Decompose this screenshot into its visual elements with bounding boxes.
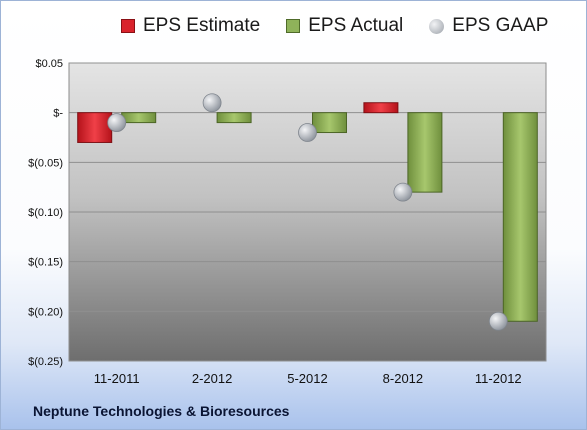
company-name: Neptune Technologies & Bioresources	[33, 403, 290, 419]
bar-eps-actual	[216, 112, 252, 124]
y-tick-label: $0.05	[35, 58, 63, 70]
bar-eps-estimate	[363, 102, 399, 114]
bar-eps-actual	[121, 112, 157, 124]
point-eps-gaap	[298, 123, 317, 142]
legend-swatch-eps-actual	[286, 19, 301, 33]
x-tick-label: 8-2012	[383, 371, 423, 386]
bar-eps-actual	[502, 112, 538, 322]
legend-item-eps-estimate: EPS Estimate	[121, 15, 260, 37]
y-tick-label: $(0.25)	[28, 356, 63, 368]
y-tick-label: $(0.05)	[28, 157, 63, 169]
legend-swatch-eps-gaap	[429, 18, 445, 34]
bar-eps-estimate	[77, 112, 113, 143]
y-tick-label: $-	[53, 108, 63, 120]
bar-eps-actual	[312, 112, 347, 134]
legend-label-eps-gaap: EPS GAAP	[452, 15, 549, 36]
point-eps-gaap	[488, 311, 508, 331]
point-eps-gaap	[202, 93, 222, 113]
legend-label-eps-actual: EPS Actual	[308, 15, 404, 36]
point-eps-gaap	[107, 113, 127, 132]
y-tick-label: $(0.10)	[28, 207, 63, 219]
chart-legend: EPS Estimate EPS Actual EPS GAAP	[121, 15, 548, 37]
y-tick-label: $(0.20)	[28, 306, 63, 318]
x-tick-label: 11-2012	[475, 371, 522, 386]
bar-eps-actual	[407, 112, 443, 193]
legend-item-eps-gaap: EPS GAAP	[429, 15, 548, 37]
x-tick-label: 11-2011	[94, 371, 140, 386]
y-tick-label: $(0.15)	[28, 257, 63, 269]
x-tick-label: 2-2012	[192, 371, 232, 386]
x-tick-label: 5-2012	[287, 371, 327, 386]
legend-label-eps-estimate: EPS Estimate	[143, 15, 261, 36]
point-eps-gaap	[393, 182, 413, 202]
legend-item-eps-actual: EPS Actual	[286, 15, 403, 37]
legend-swatch-eps-estimate	[121, 19, 135, 33]
